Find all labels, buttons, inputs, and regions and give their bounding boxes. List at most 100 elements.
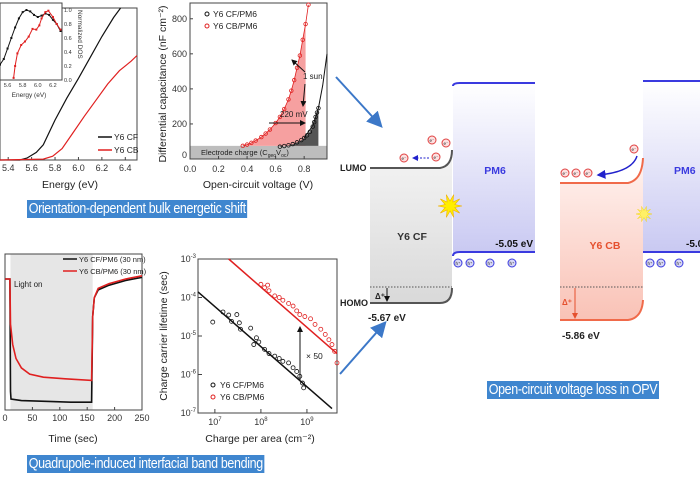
data-point xyxy=(290,303,296,309)
cb-lumo-line xyxy=(560,157,644,184)
data-point xyxy=(220,309,226,315)
data-point xyxy=(297,312,303,317)
hole-label: h⁺ xyxy=(456,261,462,266)
data-point xyxy=(310,124,315,129)
legend-marker-cb xyxy=(204,23,210,29)
legend-marker-cb xyxy=(210,394,216,400)
hole-label: h⁺ xyxy=(677,261,683,266)
data-point xyxy=(334,360,340,366)
cb-pm6-energy: -5.05 eV xyxy=(686,239,700,250)
data-point xyxy=(300,380,305,386)
legend-label-cb: Y6 CB/PM6 xyxy=(220,392,265,402)
electron-circle xyxy=(583,168,593,178)
exponent: -5 xyxy=(191,331,197,337)
cb-line xyxy=(242,4,309,147)
data-point xyxy=(281,106,287,112)
hole: h⁺ xyxy=(645,258,655,268)
electron: e⁻ xyxy=(427,135,437,145)
legend-marker-cf xyxy=(204,11,210,17)
data-point xyxy=(254,335,259,341)
cb-homo-energy: -5.86 eV xyxy=(562,331,600,342)
arrow-bottom-to-diagram xyxy=(339,320,387,375)
x-tick-label: 150 xyxy=(80,413,95,423)
inset-point xyxy=(12,76,15,79)
electron: e⁻ xyxy=(560,168,570,178)
data-point xyxy=(266,288,272,294)
data-point xyxy=(256,339,262,345)
electron-circle xyxy=(571,168,581,178)
data-point xyxy=(262,285,267,291)
data-point xyxy=(286,360,292,366)
exponent: 8 xyxy=(264,417,268,423)
x-tick-label: 6.4 xyxy=(119,163,132,173)
lumo-label: LUMO xyxy=(340,163,367,173)
x-tick-label: 0 xyxy=(2,413,7,423)
homo-energy: -5.67 eV xyxy=(368,313,406,324)
data-point xyxy=(301,135,307,141)
fit-line xyxy=(197,291,333,410)
data-point xyxy=(289,88,294,93)
x-tick-label: 0.0 xyxy=(184,164,197,174)
data-point xyxy=(240,143,246,149)
homo-line xyxy=(370,287,453,304)
legend-label-cb: Y6 CB xyxy=(114,145,139,155)
hole-circle xyxy=(645,258,655,268)
caption-interfacial-bending: Quadrupole-induced interfacial band bend… xyxy=(27,455,265,473)
pm6-region-cf xyxy=(453,83,535,253)
x-axis-label: Charge per area (cm⁻²) xyxy=(205,433,314,445)
capacitance-chart: 0.0 0.2 0.4 0.6 0.8 0 200 400 600 800 Open-circui… xyxy=(157,2,328,191)
x-tick-label: 5.4 xyxy=(2,163,15,173)
x-axis-label: Open-circuit voltage (V) xyxy=(203,179,313,191)
inset-point xyxy=(38,24,41,27)
data-point xyxy=(332,348,338,354)
y-tick-label: 800 xyxy=(172,14,187,24)
electron-label: e⁻ xyxy=(434,155,440,160)
hole-circle xyxy=(485,258,495,268)
lifetime-chart: 107 108 109 10-7 10-6 10-5 10-4 10-3 × 50 Y6 CF… xyxy=(158,254,340,445)
inset-point xyxy=(23,40,26,43)
inset-point xyxy=(14,65,17,67)
cb-electron-transfer-arrow xyxy=(596,155,638,179)
data-point xyxy=(304,133,310,138)
inset-frame xyxy=(0,2,63,81)
hole: h⁺ xyxy=(485,258,495,268)
electron: e⁻ xyxy=(431,152,441,162)
light-on-shaded-region xyxy=(10,254,93,410)
annotation-1-sun: 1 sun xyxy=(303,72,323,81)
data-point xyxy=(272,353,278,359)
inset-y-label: Normalized DOS xyxy=(76,10,83,59)
x-tick-label: 6.2 xyxy=(96,163,109,173)
y-tick-label: 10-3 xyxy=(181,254,197,264)
inset-point xyxy=(29,10,32,13)
y-tick-label: 10-6 xyxy=(181,370,197,380)
data-point xyxy=(294,369,300,374)
cb-homo-line xyxy=(560,299,644,321)
inset-point xyxy=(21,11,24,14)
data-point xyxy=(303,21,308,27)
data-point xyxy=(308,316,313,322)
inset-point xyxy=(31,27,34,30)
x-tick-label: 0.6 xyxy=(269,164,282,174)
hole-label: h⁺ xyxy=(648,261,654,266)
inset-point xyxy=(14,26,17,29)
x-tick-label: 6.0 xyxy=(72,163,85,173)
electron-circle xyxy=(399,153,409,163)
inset-y-tick-label: 0.4 xyxy=(64,50,72,56)
exponent: -6 xyxy=(191,370,197,376)
data-point xyxy=(253,138,258,143)
x-tick-label: 0.4 xyxy=(241,164,254,174)
homo-label: HOMO xyxy=(340,298,368,308)
pm6-energy: -5.05 eV xyxy=(495,239,533,250)
data-point xyxy=(238,326,243,332)
data-point xyxy=(226,312,232,318)
y6cf-region xyxy=(370,150,452,303)
electron-circle xyxy=(629,144,639,154)
y-axis-label: Charge carrier lifetime (sec) xyxy=(158,271,170,401)
x-axis-label: Time (sec) xyxy=(48,433,97,445)
band-diagram-cb: Y6 CB PM6 -5.05 eV -5.86 eV Δ⁺ e⁻ e⁻ e⁻ e⁻ h… xyxy=(560,80,700,342)
arrow-1-sun-cf xyxy=(300,83,307,107)
data-point xyxy=(276,295,282,300)
data-point xyxy=(307,129,313,135)
inset-point xyxy=(59,30,62,32)
x-tick-label: 100 xyxy=(52,413,67,423)
